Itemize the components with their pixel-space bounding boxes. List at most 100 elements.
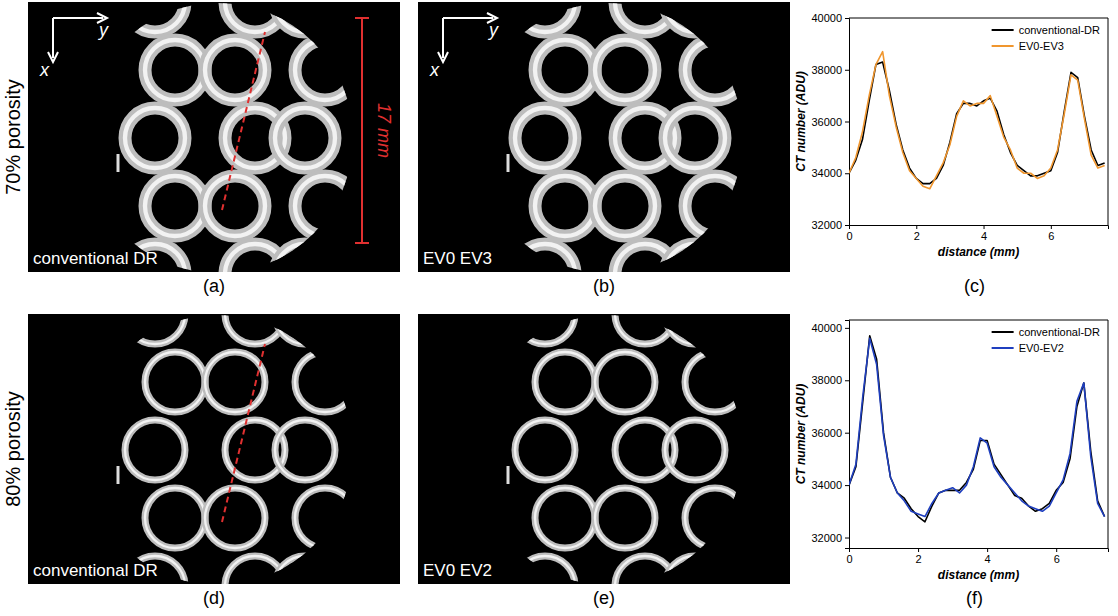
strut-core — [145, 488, 205, 548]
legend: conventional-DR EV0-EV3 — [992, 24, 1100, 52]
y-tick: 34000 — [811, 167, 849, 179]
scaffold — [125, 2, 355, 272]
legend-entry: EV0-EV3 — [992, 40, 1064, 52]
arrow — [442, 18, 444, 58]
edge-mark — [507, 154, 510, 172]
chart: 02463200034000360003800040000distance (m… — [794, 12, 1109, 259]
strut — [295, 352, 355, 412]
strut — [145, 40, 205, 100]
legend-entry: conventional-DR — [992, 24, 1100, 36]
strut-core — [145, 176, 205, 236]
series-line — [849, 52, 1105, 189]
arrow-head — [438, 52, 448, 62]
panel-letter: (f) — [966, 588, 983, 608]
x-tick-mark — [987, 548, 988, 552]
legend-label: conventional-DR — [1019, 24, 1100, 36]
y-tick-label: 36000 — [811, 116, 842, 128]
strut-core — [595, 352, 655, 412]
strut — [515, 244, 575, 272]
panel-letter: (b) — [593, 276, 615, 296]
x-tick-mark — [984, 225, 985, 229]
edge-mark — [507, 466, 510, 484]
strut — [295, 176, 355, 236]
strut — [535, 176, 595, 236]
strut — [275, 244, 335, 272]
strut — [295, 488, 355, 548]
image-background — [418, 314, 790, 584]
strut-core — [275, 244, 335, 272]
x-tick-label: 0 — [846, 553, 852, 565]
strut — [595, 40, 655, 100]
strut — [535, 488, 595, 548]
panel-letter: (d) — [203, 588, 225, 608]
strut-core — [515, 314, 575, 344]
arrow — [53, 17, 103, 19]
y-tick-mark — [845, 538, 849, 539]
y-tick: 38000 — [811, 64, 849, 76]
x-tick-mark — [918, 548, 919, 552]
strut — [125, 2, 185, 32]
panel-letter: (a) — [203, 276, 225, 296]
y-tick: 32000 — [811, 219, 849, 231]
strut — [665, 244, 725, 272]
x-axis-line — [850, 549, 1109, 553]
x-tick-mark — [1051, 225, 1052, 229]
strut-core — [145, 352, 205, 412]
strut — [535, 352, 595, 412]
x-tick: 0 — [846, 548, 852, 565]
image-panel: xy17 mmconventional DR — [28, 0, 400, 304]
legend-label: conventional-DR — [1019, 326, 1100, 338]
x-tick-label: 4 — [985, 553, 991, 565]
x-tick-label: 2 — [914, 230, 920, 242]
image-caption: EV0 EV2 — [423, 561, 492, 580]
plot-frame — [849, 320, 1108, 548]
orientation-axes: xy — [429, 13, 499, 80]
strut-core — [295, 488, 355, 548]
x-tick-label: 6 — [1048, 230, 1054, 242]
strut — [665, 2, 725, 32]
x-tick-label: 2 — [916, 553, 922, 565]
strut-core — [685, 488, 745, 548]
figure: 70% porosityxy17 mmconventional DR(a)xyE… — [0, 0, 1118, 616]
y-axis: 3200034000360003800040000 — [811, 321, 849, 549]
strut-core — [275, 108, 335, 168]
x-tick: 2 — [916, 548, 922, 565]
strut — [595, 176, 655, 236]
y-tick-label: 40000 — [811, 12, 842, 24]
strut — [515, 420, 575, 480]
y-tick-label: 40000 — [811, 322, 842, 334]
strut-core — [535, 488, 595, 548]
chart: 02463200034000360003800040000distance (m… — [794, 320, 1109, 582]
scaffold — [515, 314, 745, 584]
panel-letter: (e) — [593, 588, 615, 608]
axis-letter: x — [39, 60, 50, 80]
y-tick-mark — [845, 225, 849, 226]
strut-core — [665, 556, 725, 584]
strut-core — [295, 352, 355, 412]
edge-mark — [117, 466, 120, 484]
y-tick-mark — [845, 328, 849, 329]
legend: conventional-DR EV0-EV2 — [992, 326, 1100, 354]
strut — [665, 314, 725, 344]
strut — [275, 108, 335, 168]
scale-bar-cap — [355, 17, 369, 19]
y-tick-mark — [845, 18, 849, 19]
edge-mark — [117, 154, 120, 172]
image-background — [418, 2, 790, 272]
strut — [145, 488, 205, 548]
x-tick-mark — [916, 225, 917, 229]
y-tick-mark — [845, 485, 849, 486]
y-axis-line — [845, 19, 850, 226]
strut — [275, 420, 335, 480]
legend-entry: EV0-EV2 — [992, 342, 1064, 354]
scale-bar-line — [361, 18, 363, 243]
image-background — [28, 314, 400, 584]
strut-core — [685, 40, 745, 100]
strut-core — [535, 352, 595, 412]
strut-core — [205, 176, 265, 236]
image-caption: conventional DR — [33, 561, 158, 580]
strut-core — [665, 244, 725, 272]
x-tick: 4 — [985, 548, 991, 565]
strut-core — [295, 40, 355, 100]
strut — [685, 488, 745, 548]
